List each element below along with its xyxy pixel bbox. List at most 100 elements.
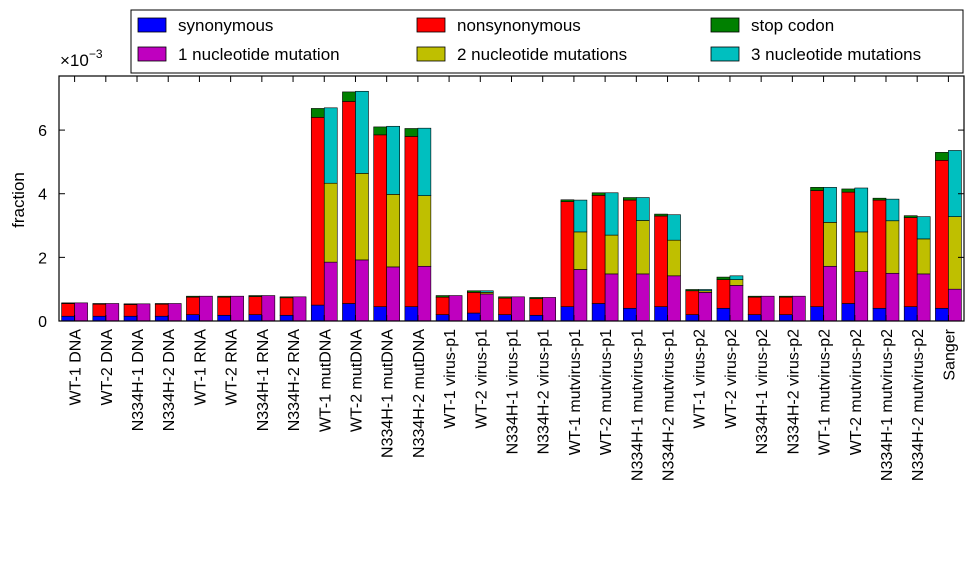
bar-type-synonymous-7: [279, 314, 294, 322]
bar-nt-2-nucleotide-mutations-18: [636, 220, 650, 275]
bar-type-synonymous-22: [747, 314, 762, 322]
bar-type-stop-codon-21: [716, 276, 731, 280]
legend-label: 1 nucleotide mutation: [178, 45, 340, 64]
x-tick-label: WT-1 RNA: [192, 329, 209, 406]
bar-nt-2-nucleotide-mutations-10: [386, 194, 400, 268]
x-tick-label: N334H-1 mutDNA: [380, 329, 397, 458]
bar-type-nonsynonymous-8: [310, 117, 325, 306]
bar-type-synonymous-17: [591, 303, 606, 322]
legend-box: [130, 9, 964, 74]
bar-type-stop-codon-19: [654, 213, 668, 217]
bar-type-synonymous-19: [654, 306, 668, 322]
bar-type-stop-codon-0: [61, 302, 75, 304]
x-tick-label: Sanger: [941, 328, 958, 380]
bar-nt-1-nucleotide-mutation-15: [542, 297, 557, 322]
x-tick-label: N334H-2 DNA: [161, 329, 178, 432]
bar-type-synonymous-26: [872, 307, 887, 322]
bar-nt-3-nucleotide-mutations-11: [417, 127, 432, 196]
x-tick-label: WT-1 mutDNA: [317, 329, 334, 432]
legend-label: 3 nucleotide mutations: [751, 45, 921, 64]
bar-type-synonymous-15: [529, 314, 544, 322]
bar-nt-1-nucleotide-mutation-7: [292, 296, 307, 322]
bar-nt-2-nucleotide-mutations-21: [729, 279, 744, 286]
bar-nt-1-nucleotide-mutation-17: [604, 273, 619, 322]
bar-type-nonsynonymous-5: [217, 296, 231, 316]
x-tick-label: WT-1 mutvirus-p1: [567, 329, 584, 455]
bar-type-synonymous-13: [466, 312, 481, 322]
bar-type-stop-codon-25: [841, 188, 856, 193]
bar-nt-3-nucleotide-mutations-8: [323, 107, 338, 184]
bar-type-synonymous-27: [903, 306, 918, 322]
legend-label: 2 nucleotide mutations: [457, 45, 627, 64]
bar-nt-1-nucleotide-mutation-2: [136, 303, 151, 322]
bar-nt-2-nucleotide-mutations-25: [854, 231, 869, 272]
bar-type-stop-codon-11: [404, 128, 419, 137]
x-tick-label: N334H-2 mutvirus-p1: [661, 329, 678, 481]
bar-type-synonymous-0: [61, 315, 75, 322]
bar-nt-1-nucleotide-mutation-26: [885, 272, 900, 322]
x-tick-label: WT-2 mutvirus-p2: [848, 329, 865, 455]
x-tick-label: N334H-2 virus-p1: [536, 329, 553, 454]
bar-type-nonsynonymous-14: [498, 297, 512, 315]
bar-type-synonymous-6: [248, 314, 263, 322]
bar-nt-1-nucleotide-mutation-16: [573, 269, 588, 322]
bar-nt-1-nucleotide-mutation-4: [199, 295, 213, 322]
legend-label: stop codon: [751, 16, 834, 35]
bar-type-nonsynonymous-4: [186, 296, 200, 315]
bar-nt-3-nucleotide-mutations-21: [729, 275, 744, 280]
bar-type-nonsynonymous-0: [61, 303, 75, 317]
x-tick-label: WT-2 virus-p1: [473, 329, 490, 429]
x-tick-label: WT-1 DNA: [68, 329, 85, 406]
bar-nt-3-nucleotide-mutations-27: [916, 216, 931, 240]
bar-nt-3-nucleotide-mutations-10: [386, 125, 400, 195]
bar-type-stop-codon-14: [498, 296, 512, 299]
bar-type-stop-codon-8: [310, 108, 325, 118]
plot-frame: [58, 75, 965, 322]
x-tick-label: WT-2 mutDNA: [348, 329, 365, 432]
bar-type-stop-codon-4: [186, 295, 200, 298]
bar-type-synonymous-2: [123, 315, 138, 322]
bar-nt-1-nucleotide-mutation-9: [355, 259, 369, 322]
bar-nt-3-nucleotide-mutations-16: [573, 199, 588, 233]
x-tick-label: WT-1 virus-p1: [442, 329, 459, 429]
bar-type-nonsynonymous-10: [373, 134, 387, 307]
bar-type-nonsynonymous-21: [716, 279, 731, 309]
bar-type-stop-codon-15: [529, 297, 544, 300]
legend-label: synonymous: [178, 16, 273, 35]
x-tick-label: WT-1 virus-p2: [692, 329, 709, 429]
bar-type-synonymous-1: [92, 315, 107, 322]
bar-type-synonymous-25: [841, 303, 856, 322]
bar-nt-1-nucleotide-mutation-21: [729, 285, 744, 322]
bar-type-stop-codon-5: [217, 295, 231, 298]
y-multiplier-label: ×10−3: [60, 47, 103, 70]
legend-swatch: [416, 46, 446, 62]
bar-type-synonymous-14: [498, 314, 512, 322]
legend-swatch: [137, 46, 167, 62]
bar-nt-2-nucleotide-mutations-26: [885, 220, 900, 274]
bar-nt-1-nucleotide-mutation-27: [916, 273, 931, 322]
bar-type-stop-codon-22: [747, 295, 762, 298]
y-tick-label: 2: [38, 250, 47, 267]
bar-type-nonsynonymous-23: [779, 296, 793, 315]
x-ticks: WT-1 DNA WT-2 DNA N334H-1 DNA N334H-2 DNA WT…: [68, 76, 958, 481]
bar-type-stop-codon-10: [373, 126, 387, 136]
legend: synonymous nonsynonymous stop codon 1 nucle…: [130, 9, 964, 74]
bar-nt-1-nucleotide-mutation-20: [698, 292, 713, 322]
bar-type-nonsynonymous-2: [123, 304, 138, 317]
bar-nt-3-nucleotide-mutations-28: [948, 150, 962, 217]
bar-type-nonsynonymous-9: [342, 101, 356, 304]
bar-type-nonsynonymous-13: [466, 292, 481, 314]
bar-type-stop-codon-28: [935, 152, 949, 161]
bar-type-nonsynonymous-28: [935, 160, 949, 309]
bar-nt-1-nucleotide-mutation-24: [823, 265, 837, 322]
bar-type-synonymous-11: [404, 306, 419, 322]
bar-type-stop-codon-23: [779, 295, 793, 298]
bar-type-synonymous-10: [373, 306, 387, 322]
x-tick-label: N334H-1 virus-p2: [754, 329, 771, 454]
bar-type-nonsynonymous-12: [435, 296, 450, 315]
bar-nt-1-nucleotide-mutation-12: [448, 295, 463, 322]
bar-type-stop-codon-17: [591, 192, 606, 196]
bar-nt-1-nucleotide-mutation-1: [105, 303, 120, 322]
bar-type-stop-codon-27: [903, 215, 918, 218]
x-tick-label: N334H-1 RNA: [255, 329, 272, 432]
